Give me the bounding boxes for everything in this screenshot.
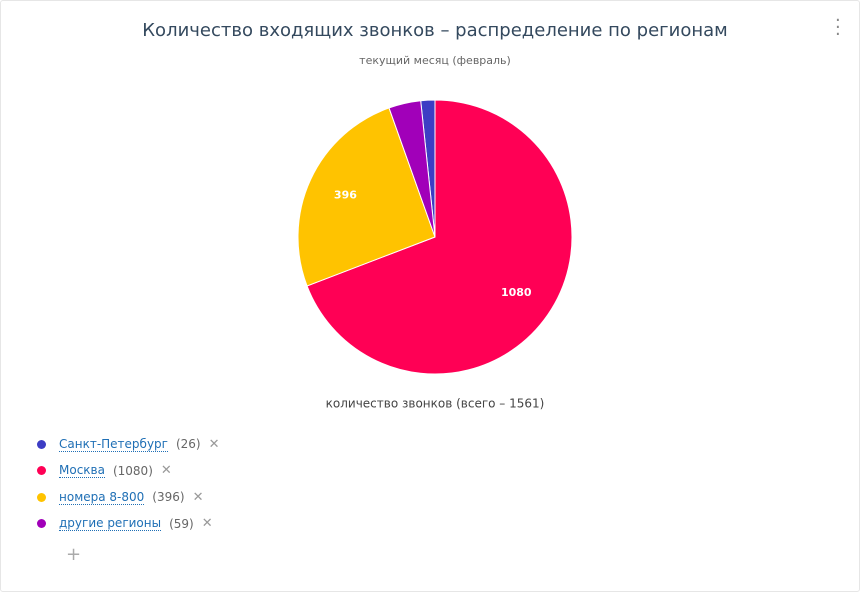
pie-slice (297, 107, 436, 287)
chart-subtitle: текущий месяц (февраль) (359, 54, 511, 67)
legend-marker (37, 439, 46, 449)
legend-label[interactable]: Санкт-Петербург (59, 436, 168, 452)
legend-value: (1080) (112, 463, 153, 478)
legend-value: (26) (175, 437, 201, 452)
legend-item: Санкт-Петербург (26) ✕ (37, 431, 220, 458)
remove-button[interactable]: ✕ (208, 436, 220, 452)
legend-label[interactable]: номера 8-800 (59, 489, 145, 505)
legend-item: другие регионы (59) ✕ (37, 511, 220, 538)
legend-value: (59) (169, 516, 194, 531)
legend-item: Москва (1080) ✕ (37, 458, 220, 485)
legend: Санкт-Петербург (26) ✕ Москва (1080) ✕ номера … (37, 431, 220, 537)
legend-label[interactable]: Москва (59, 463, 105, 479)
menu-button[interactable]: · · · (835, 10, 841, 45)
remove-button[interactable]: ✕ (201, 516, 213, 532)
remove-button[interactable]: ✕ (160, 463, 172, 479)
add-button[interactable]: + (66, 544, 82, 565)
legend-marker (37, 492, 46, 502)
legend-label[interactable]: другие регионы (59, 516, 162, 532)
legend-marker (37, 466, 46, 476)
legend-item: номера 8-800 (396) ✕ (37, 484, 220, 511)
data-label: 396 (334, 189, 357, 202)
pie-slice (388, 100, 436, 238)
legend-marker (37, 519, 46, 529)
chart-title: Количество входящих звонков – распределе… (142, 20, 727, 41)
legend-value: (396) (152, 490, 185, 505)
data-label: 1080 (501, 286, 532, 299)
remove-button[interactable]: ✕ (192, 489, 204, 505)
pie-slice (306, 99, 573, 375)
axis-label: количество звонков (всего – 1561) (326, 397, 545, 411)
